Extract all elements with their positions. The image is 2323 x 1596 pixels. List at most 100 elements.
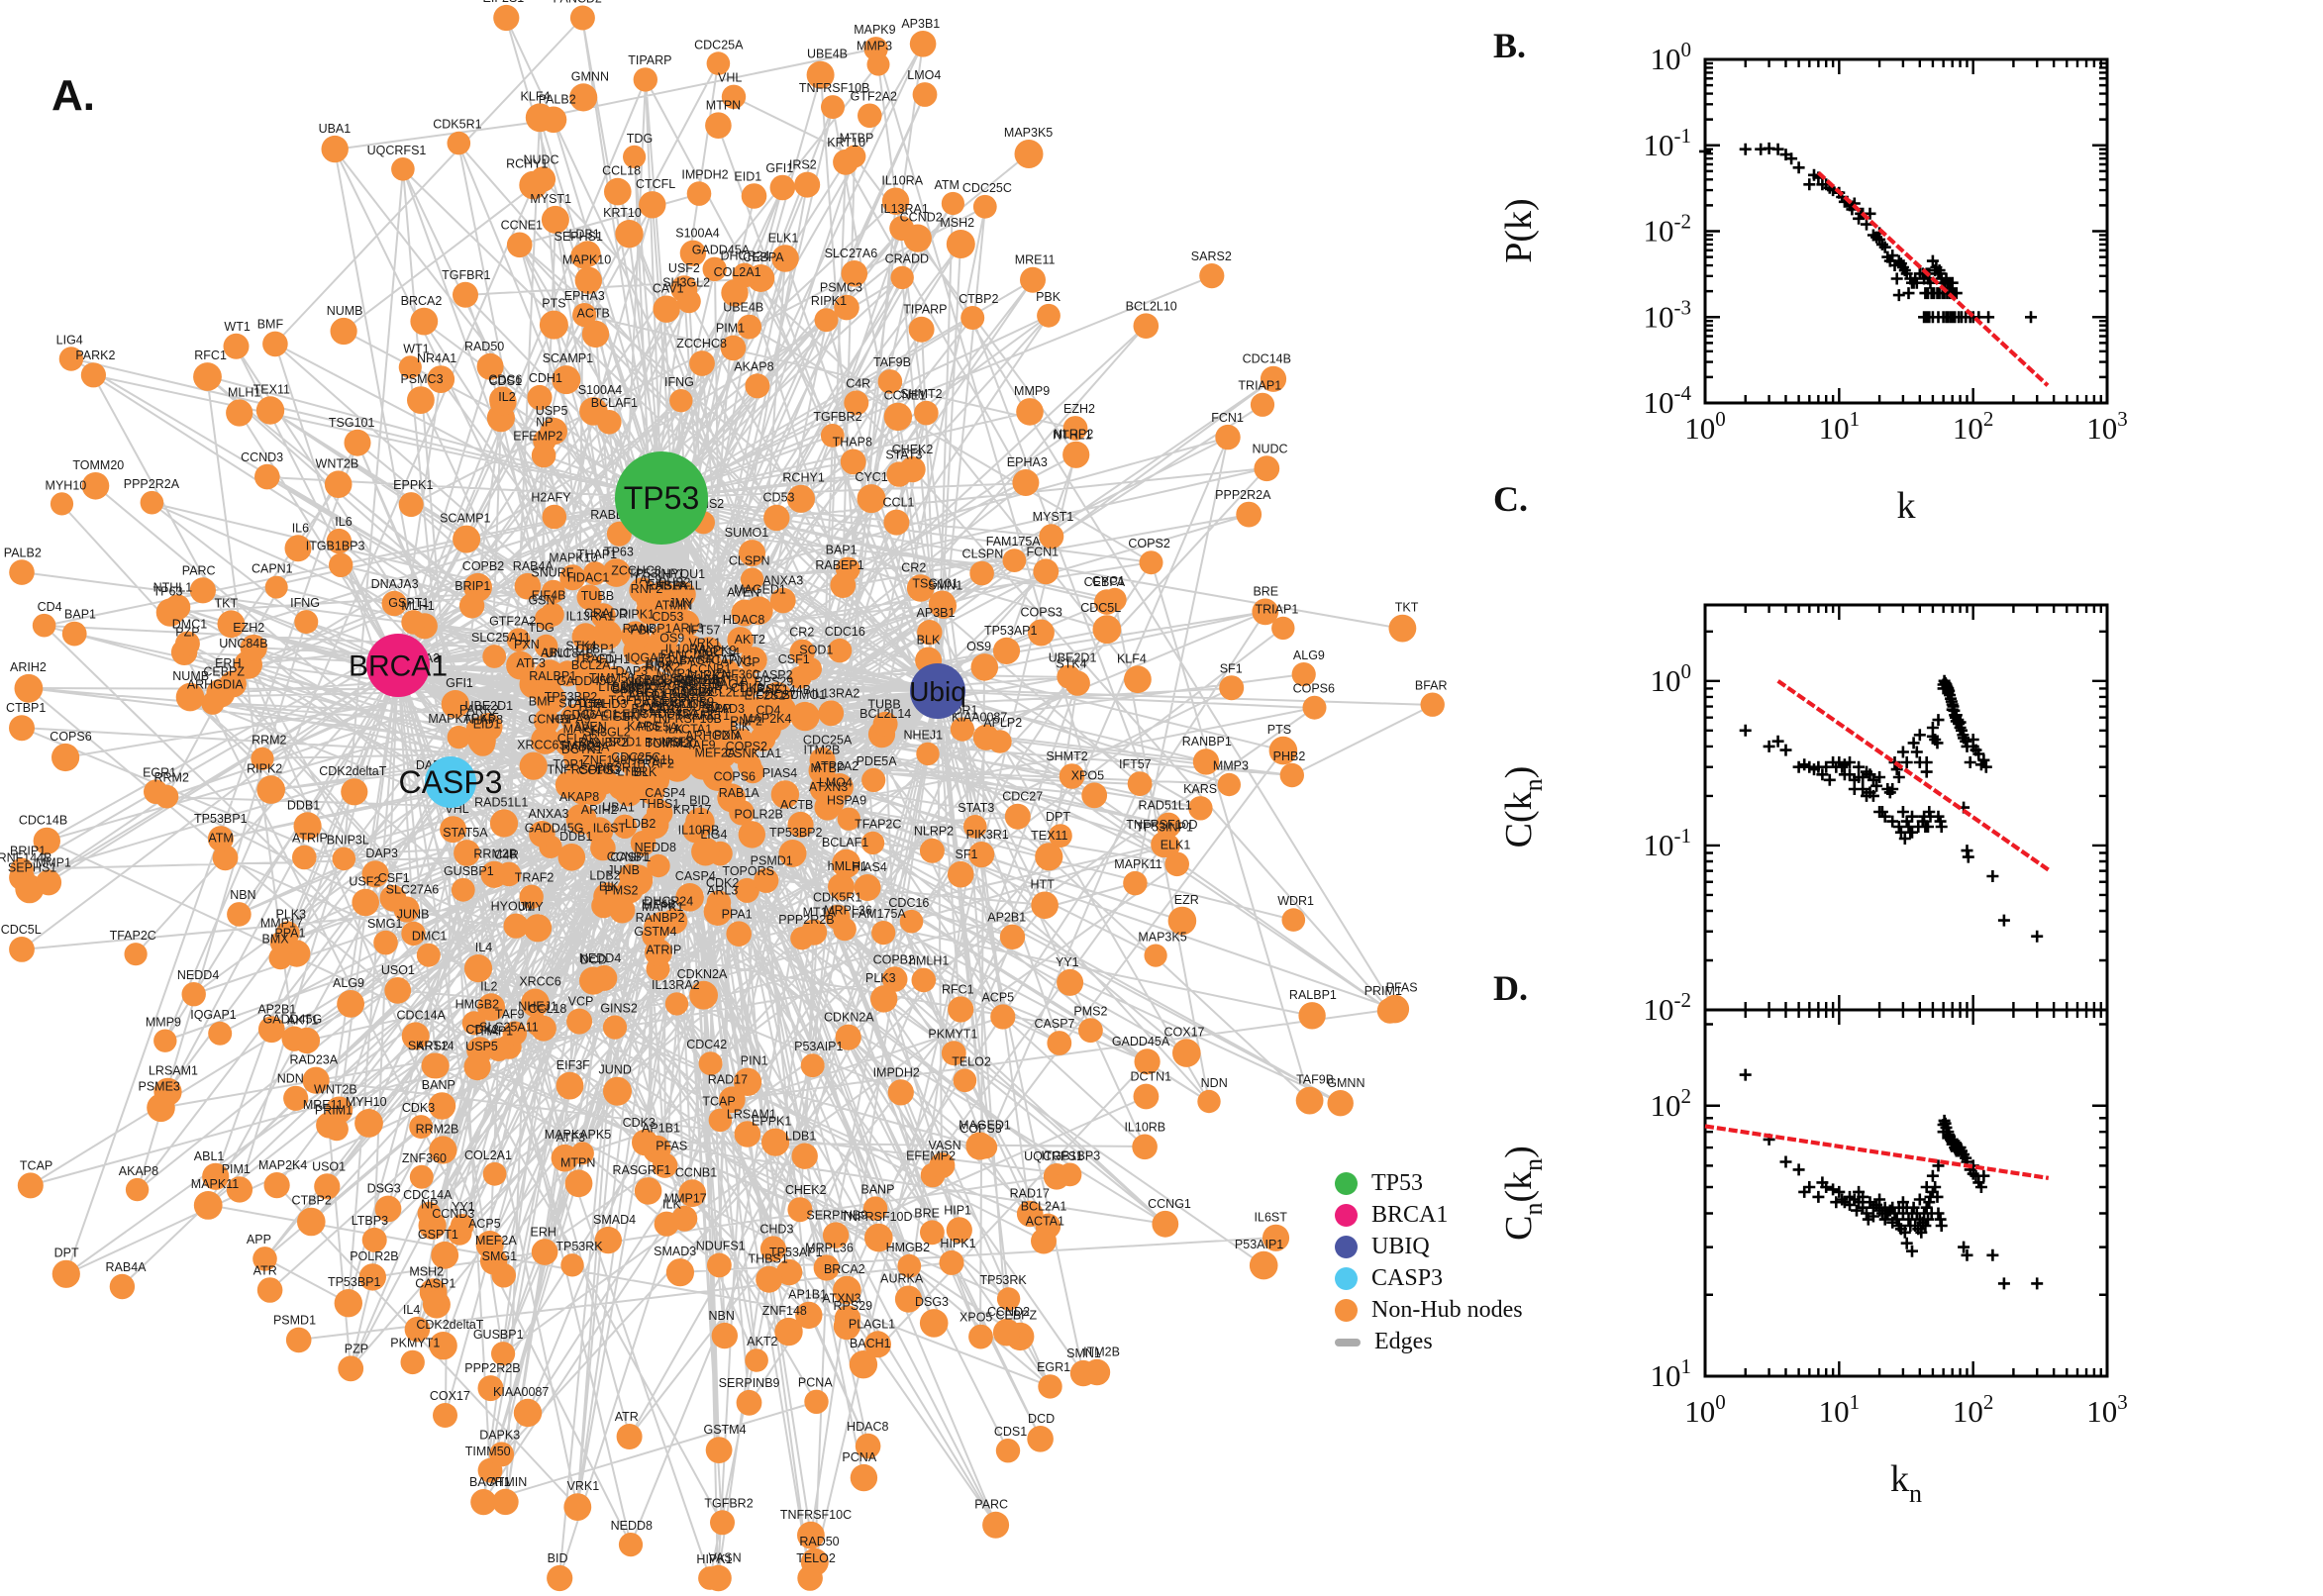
non-hub-node-label: TIMM50 xyxy=(589,671,635,685)
non-hub-node xyxy=(1132,1134,1158,1160)
non-hub-node xyxy=(774,1317,803,1347)
non-hub-node-label: ATRIP xyxy=(292,832,328,846)
non-hub-node-label: EFEMP2 xyxy=(906,1149,956,1163)
casp3-node-icon xyxy=(1335,1267,1358,1290)
non-hub-node xyxy=(254,463,280,490)
non-hub-node xyxy=(623,145,647,168)
tick-label: 101 xyxy=(1819,407,1861,446)
non-hub-node xyxy=(321,135,349,163)
non-hub-node-label: CFLAR xyxy=(557,732,598,746)
non-hub-node-label: CD4 xyxy=(756,704,780,718)
non-hub-node-label: BMF xyxy=(257,318,284,332)
legend-label-casp3: CASP3 xyxy=(1371,1265,1444,1291)
non-hub-node-label: ABL1 xyxy=(194,1149,225,1163)
tick-label: 10-2 xyxy=(1644,988,1692,1027)
tick-label: 103 xyxy=(2086,1390,2128,1429)
non-hub-node-label: CEBPA xyxy=(1084,575,1126,589)
non-hub-node xyxy=(665,1258,695,1287)
non-hub-node-label: IMPDH2 xyxy=(873,1065,920,1079)
non-hub-node xyxy=(429,1332,457,1360)
non-hub-node xyxy=(894,1285,923,1313)
non-hub-node xyxy=(358,1263,386,1291)
non-hub-node-label: VHL xyxy=(718,71,742,85)
non-hub-node-label: KIAA0087 xyxy=(952,711,1007,725)
non-hub-node xyxy=(688,751,717,780)
non-hub-node-label: DHCR24 xyxy=(644,894,693,908)
non-hub-node-label: TELO2 xyxy=(796,1551,836,1565)
tp53-node-icon xyxy=(1335,1172,1358,1195)
non-hub-node xyxy=(428,1092,456,1120)
non-hub-node xyxy=(1133,1083,1160,1110)
non-hub-node-label: CTBP2 xyxy=(292,1194,332,1208)
legend-item-nonhub: Non-Hub nodes xyxy=(1335,1297,1523,1323)
non-hub-node xyxy=(953,1068,977,1093)
non-hub-node xyxy=(679,240,707,266)
non-hub-node xyxy=(493,4,520,32)
non-hub-node-label: JUNB xyxy=(607,863,640,877)
non-hub-node-label: EIF2S1 xyxy=(483,0,525,5)
non-hub-node xyxy=(702,256,727,281)
non-hub-node-label: PSME3 xyxy=(676,673,718,687)
non-hub-node-label: HIPK1 xyxy=(696,1552,732,1566)
non-hub-node-label: COL2A1 xyxy=(464,1148,512,1162)
power-law-fit-line xyxy=(1776,679,2050,872)
non-hub-node-label: CDK2deltaT xyxy=(319,764,386,778)
non-hub-node-label: HDAC8 xyxy=(723,613,764,627)
non-hub-node-label: HTT xyxy=(578,700,603,714)
non-hub-node xyxy=(36,869,62,896)
non-hub-node xyxy=(217,610,246,639)
non-hub-node-label: PCNA xyxy=(798,1376,833,1390)
non-hub-node-label: TOP1 xyxy=(553,757,584,771)
non-hub-node-label: OS9 xyxy=(966,640,991,653)
non-hub-node-label: TFAP2C xyxy=(855,818,901,832)
non-hub-node-label: CD4 xyxy=(38,600,62,614)
non-hub-node-label: MRPL36 xyxy=(805,1241,854,1254)
charts-panel: B. C. D. 100 101 102 10310010-110-210-310-4… xyxy=(1493,26,2128,1508)
non-hub-node xyxy=(1078,1018,1103,1044)
non-hub-node xyxy=(521,988,550,1018)
non-hub-node-label: CYC1 xyxy=(855,470,887,484)
non-hub-node-label: CSF1 xyxy=(778,652,810,666)
non-hub-node-label: SH3GL2 xyxy=(662,276,710,290)
non-hub-node xyxy=(720,335,747,361)
non-hub-node-label: LDB2 xyxy=(625,817,656,831)
non-hub-node xyxy=(325,1117,349,1142)
non-hub-node-label: LRSAM1 xyxy=(149,1064,198,1078)
non-hub-node xyxy=(560,1253,584,1277)
non-hub-node xyxy=(897,1253,922,1278)
non-hub-node xyxy=(125,1177,150,1202)
non-hub-node-label: YY1 xyxy=(1056,955,1079,969)
non-hub-node xyxy=(326,528,353,554)
non-hub-node-label: ILK xyxy=(664,723,683,737)
non-hub-node xyxy=(820,424,845,448)
non-hub-node-label: ITGB1BP3 xyxy=(306,540,365,553)
non-hub-node-label: FAM175A xyxy=(986,535,1042,549)
non-hub-node-label: LMO4 xyxy=(907,68,941,82)
non-hub-node xyxy=(634,1177,662,1205)
non-hub-node xyxy=(615,220,644,249)
non-hub-node xyxy=(736,1389,762,1416)
non-hub-node xyxy=(849,1350,878,1379)
non-hub-node-label: IL13RA1 xyxy=(565,609,614,623)
non-hub-node-label: BLK xyxy=(917,634,941,648)
non-hub-node xyxy=(147,1093,175,1123)
non-hub-node xyxy=(223,333,250,359)
non-hub-node xyxy=(531,726,559,754)
non-hub-node xyxy=(835,1024,861,1050)
non-hub-node xyxy=(559,564,586,591)
non-hub-node-label: DMC1 xyxy=(412,930,447,944)
non-hub-node xyxy=(1133,313,1160,340)
non-hub-node xyxy=(809,747,836,773)
tick-label: 10-1 xyxy=(1644,824,1692,862)
non-hub-node-label: ATP2A2 xyxy=(678,675,724,689)
non-hub-node-label: CASP1 xyxy=(415,1277,455,1291)
non-hub-node-label: KRT10 xyxy=(603,206,642,220)
non-hub-node-label: DSG3 xyxy=(915,1295,949,1309)
non-hub-node-label: XPO5 xyxy=(1071,769,1104,783)
non-hub-node-label: PIN1 xyxy=(668,687,696,701)
non-hub-node xyxy=(530,166,556,192)
non-hub-node xyxy=(1172,1039,1201,1067)
non-hub-node-label: CAV1 xyxy=(653,282,684,296)
non-hub-node-label: IL6ST xyxy=(1255,1211,1288,1225)
non-hub-node xyxy=(447,131,471,155)
